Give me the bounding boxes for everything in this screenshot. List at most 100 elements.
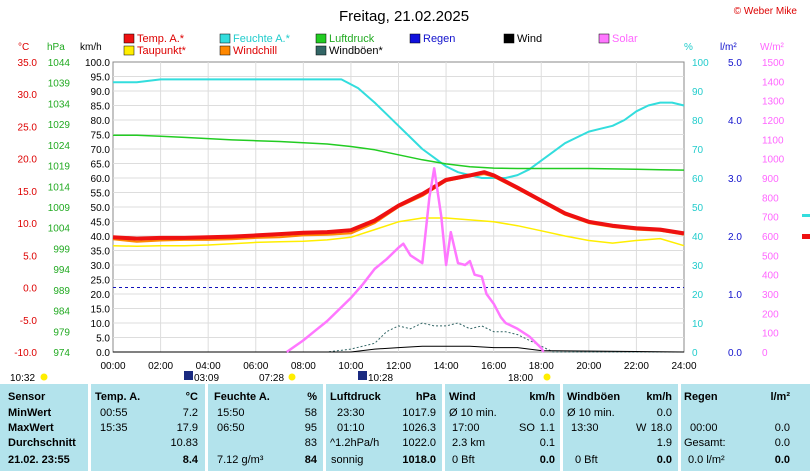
- rain-tick-label: 1.0: [728, 290, 742, 301]
- x-tick-label: 10:00: [338, 361, 363, 372]
- humidity-tick-label: 20: [692, 290, 704, 301]
- wind-tick-label: 55.0: [91, 189, 111, 200]
- sunset-time: 18:00: [508, 373, 533, 384]
- table-divider: [323, 384, 326, 471]
- legend-label-gusts: Windböen*: [329, 45, 384, 57]
- x-tick-label: 20:00: [576, 361, 601, 372]
- wind-tick-label: 30.0: [91, 261, 111, 272]
- row-wind-a: 17:00: [452, 422, 480, 434]
- unit-solar: W/m²: [760, 42, 785, 53]
- row-temp-val: 10.83: [170, 437, 198, 449]
- wind-tick-label: 40.0: [91, 232, 111, 243]
- wind-tick-label: 0.0: [96, 348, 110, 359]
- row-hum-val: 83: [304, 437, 317, 449]
- header-gust: Windböen: [567, 391, 621, 403]
- row-temp-val: 7.2: [182, 407, 198, 419]
- legend-swatch-rain: [409, 33, 421, 44]
- pressure-tick-label: 1034: [48, 99, 71, 110]
- legend-label-solar: Solar: [612, 33, 638, 45]
- rain-tick-label: 4.0: [728, 116, 742, 127]
- rain-tick-label: 2.0: [728, 232, 742, 243]
- legend-label-dewpoint: Taupunkt*: [137, 45, 187, 57]
- series-line-wind: [113, 345, 685, 353]
- row-wind-a: Ø 10 min.: [449, 407, 497, 419]
- temp-tick-label: -5.0: [20, 316, 38, 327]
- legend-swatch-gusts: [315, 45, 327, 56]
- row-press-time: 23:30: [337, 407, 365, 419]
- header-temp-unit: °C: [185, 391, 198, 403]
- pressure-tick-label: 979: [53, 327, 70, 338]
- moon-icon: [184, 371, 193, 380]
- row-wind-a: 2.3 km: [452, 437, 486, 449]
- wind-tick-label: 10.0: [91, 319, 111, 330]
- row-gust-a: 0 Bft: [575, 454, 598, 466]
- row-gust-dir: W: [636, 422, 647, 434]
- pressure-tick-label: 974: [53, 348, 70, 359]
- row-wind-dir: SO: [519, 422, 535, 434]
- row-gust-a: 13:30: [571, 422, 599, 434]
- row-hum-val: 95: [304, 422, 317, 434]
- humidity-tick-label: 70: [692, 145, 704, 156]
- pressure-tick-label: 1014: [48, 182, 71, 193]
- row-hum-time: 06:50: [217, 422, 245, 434]
- legend-swatch-windchill: [219, 45, 231, 56]
- series-line-humidity: [113, 78, 685, 179]
- legend-label-rain: Regen: [423, 33, 455, 45]
- unit-rain: l/m²: [720, 42, 737, 53]
- row-press-val: 1017.9: [402, 407, 436, 419]
- row-label: Durchschnitt: [8, 437, 76, 449]
- x-tick-label: 18:00: [529, 361, 554, 372]
- solar-tick-label: 1400: [762, 77, 785, 88]
- table-divider: [678, 384, 681, 471]
- series-line-pressure: [113, 134, 685, 171]
- row-gust-val: 18.0: [650, 422, 672, 434]
- solar-tick-label: 1200: [762, 116, 785, 127]
- solar-tick-label: 200: [762, 309, 779, 320]
- legend-swatch-temp: [123, 33, 135, 44]
- table-divider: [88, 384, 91, 471]
- temp-tick-label: -10.0: [14, 348, 37, 359]
- wind-tick-label: 35.0: [91, 247, 111, 258]
- chart-title: Freitag, 21.02.2025: [339, 8, 469, 25]
- wind-tick-label: 60.0: [91, 174, 111, 185]
- solar-tick-label: 1000: [762, 155, 785, 166]
- solar-tick-label: 400: [762, 271, 779, 282]
- row-hum-time: 15:50: [217, 407, 245, 419]
- solar-tick-label: 0: [762, 348, 768, 359]
- stats-table: Sensor Temp. A. °C Feuchte A. % Luftdruc…: [0, 384, 810, 471]
- x-tick-label: 14:00: [434, 361, 459, 372]
- unit-pressure: hPa: [47, 42, 65, 53]
- row-gust-val: 0.0: [656, 407, 672, 419]
- humidity-tick-label: 90: [692, 87, 704, 98]
- header-temp: Temp. A.: [95, 391, 141, 403]
- humidity-tick-label: 40: [692, 232, 704, 243]
- pressure-tick-label: 1039: [48, 79, 71, 90]
- right-edge-indicators: [802, 214, 810, 239]
- header-gust-unit: km/h: [646, 391, 672, 403]
- series-line-temp: [112, 170, 685, 241]
- row-rain-a: 00:00: [690, 422, 718, 434]
- row-press-time: ^1.2hPa/h: [330, 437, 380, 449]
- wind-tick-label: 15.0: [91, 305, 111, 316]
- temp-tick-label: 5.0: [23, 251, 37, 262]
- pressure-tick-label: 999: [53, 244, 70, 255]
- header-sensor: Sensor: [8, 391, 46, 403]
- row-hum-val: 58: [304, 407, 317, 419]
- wind-tick-label: 70.0: [91, 145, 111, 156]
- row-temp-time: 00:55: [100, 407, 128, 419]
- legend-swatch-pressure: [315, 33, 327, 44]
- solar-tick-label: 1300: [762, 97, 785, 108]
- row-rain-val: 0.0: [774, 437, 790, 449]
- row-temp-time: 15:35: [100, 422, 128, 434]
- row-press-val: 1026.3: [402, 422, 436, 434]
- humidity-tick-label: 100: [692, 58, 709, 69]
- row-press-time: sonnig: [331, 454, 364, 466]
- solar-tick-label: 700: [762, 213, 779, 224]
- row-temp-val: 8.4: [182, 454, 198, 466]
- wind-tick-label: 95.0: [91, 73, 111, 84]
- legend-label-humidity: Feuchte A.*: [233, 33, 291, 45]
- x-tick-label: 02:00: [148, 361, 173, 372]
- x-tick-label: 08:00: [291, 361, 316, 372]
- header-hum: Feuchte A.: [214, 391, 270, 403]
- header-press-unit: hPa: [415, 391, 436, 403]
